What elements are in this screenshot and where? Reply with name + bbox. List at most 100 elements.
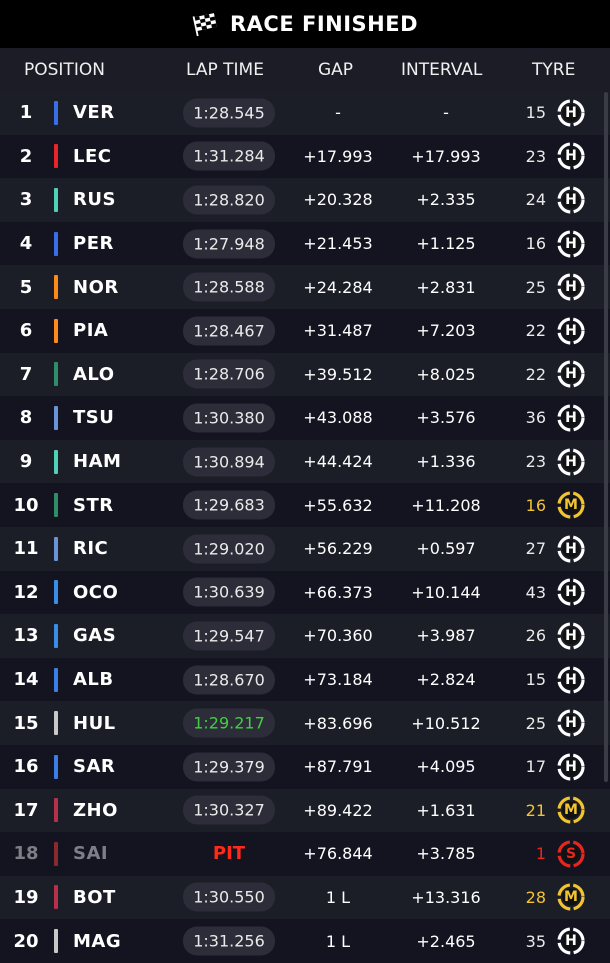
driver-code: RIC	[73, 538, 109, 560]
tyre-laps: 15	[525, 103, 546, 123]
position: 12	[13, 581, 39, 603]
gap-value: +43.088	[303, 408, 373, 428]
gap-value: 1 L	[325, 887, 351, 907]
tyre-compound-letter: H	[565, 235, 577, 252]
gap-value: +70.360	[303, 626, 373, 646]
team-color-bar	[54, 929, 58, 954]
interval-value: +8.025	[416, 364, 476, 384]
interval-value: +4.095	[416, 757, 476, 777]
table-row[interactable]: 2 LEC 1:31.284 +17.993 +17.993 23 H	[0, 134, 610, 179]
table-row[interactable]: 19 BOT 1:30.550 1 L +13.316 28 M	[0, 875, 610, 920]
interval-value: +2.465	[416, 931, 476, 951]
table-row[interactable]: 12 OCO 1:30.639 +66.373 +10.144 43 H	[0, 570, 610, 615]
team-color-bar	[54, 100, 58, 125]
tyre-compound-letter: H	[565, 540, 577, 557]
table-row[interactable]: 3 RUS 1:28.820 +20.328 +2.335 24 H	[0, 178, 610, 222]
table-row[interactable]: 20 MAG 1:31.256 1 L +2.465 35 H	[0, 919, 610, 963]
tyre-compound-letter: H	[565, 671, 577, 688]
lap-time: 1:30.380	[183, 403, 275, 433]
gap-value: +24.284	[303, 277, 373, 297]
tyre-compound-letter: H	[565, 627, 577, 644]
gap-value: +44.424	[303, 452, 373, 472]
tyre-compound-letter: S	[565, 845, 577, 862]
table-row[interactable]: 14 ALB 1:28.670 +73.184 +2.824 15 H	[0, 657, 610, 702]
lap-time: 1:28.467	[183, 316, 275, 346]
table-row[interactable]: 18 SAI PIT +76.844 +3.785 1 S	[0, 832, 610, 876]
lap-time: 1:28.545	[183, 98, 275, 128]
driver-code: ALB	[73, 669, 114, 691]
table-row[interactable]: 7 ALO 1:28.706 +39.512 +8.025 22 H	[0, 352, 610, 397]
position: 1	[19, 102, 33, 124]
gap-value: +55.632	[303, 495, 373, 515]
checkered-flag-icon	[192, 13, 217, 36]
interval-value: +3.987	[416, 626, 476, 646]
table-row[interactable]: 10 STR 1:29.683 +55.632 +11.208 16 M	[0, 483, 610, 527]
interval-value: +0.597	[416, 539, 476, 559]
tyre-laps: 23	[525, 146, 546, 166]
table-row[interactable]: 9 HAM 1:30.894 +44.424 +1.336 23 H	[0, 439, 610, 484]
lap-time: 1:30.639	[183, 577, 275, 607]
tyre-compound-letter: H	[565, 409, 577, 426]
tyre-compound-icon: M	[556, 882, 586, 912]
driver-code: BOT	[73, 886, 116, 908]
position: 9	[19, 451, 33, 473]
tyre-compound-icon: H	[556, 316, 586, 346]
tyre-compound-icon: H	[556, 141, 586, 171]
tyre-compound-letter: H	[565, 584, 577, 601]
table-row[interactable]: 17 ZHO 1:30.327 +89.422 +1.631 21 M	[0, 788, 610, 833]
tyre-compound-icon: H	[556, 359, 586, 389]
tyre-laps: 22	[525, 321, 546, 341]
table-row[interactable]: 1 VER 1:28.545 - - 15 H	[0, 91, 610, 135]
position: 2	[19, 145, 33, 167]
scrollbar[interactable]	[604, 92, 608, 782]
position: 6	[19, 320, 33, 342]
lap-time: 1:30.327	[183, 795, 275, 825]
table-row[interactable]: 16 SAR 1:29.379 +87.791 +4.095 17 H	[0, 744, 610, 789]
team-color-bar	[54, 449, 58, 474]
driver-code: ZHO	[73, 799, 118, 821]
tyre-laps: 21	[525, 800, 546, 820]
table-row[interactable]: 8 TSU 1:30.380 +43.088 +3.576 36 H	[0, 396, 610, 440]
driver-code: ALO	[73, 363, 115, 385]
position: 16	[13, 756, 39, 778]
team-color-bar	[54, 362, 58, 387]
team-color-bar	[54, 798, 58, 823]
tyre-laps: 16	[525, 495, 546, 515]
gap-value: +56.229	[303, 539, 373, 559]
lap-time: 1:28.670	[183, 665, 275, 695]
team-color-bar	[54, 144, 58, 169]
table-row[interactable]: 15 HUL 1:29.217 +83.696 +10.512 25 H	[0, 701, 610, 745]
gap-value: +21.453	[303, 234, 373, 254]
gap-value: +66.373	[303, 582, 373, 602]
column-header-gap: GAP	[318, 59, 354, 80]
table-row[interactable]: 5 NOR 1:28.588 +24.284 +2.831 25 H	[0, 265, 610, 309]
driver-code: SAR	[73, 756, 116, 778]
team-color-bar	[54, 754, 58, 779]
table-row[interactable]: 13 GAS 1:29.547 +70.360 +3.987 26 H	[0, 614, 610, 658]
tyre-compound-icon: H	[556, 577, 586, 607]
lap-time: 1:31.256	[183, 926, 275, 956]
team-color-bar	[54, 536, 58, 561]
tyre-laps: 16	[525, 234, 546, 254]
table-row[interactable]: 4 PER 1:27.948 +21.453 +1.125 16 H	[0, 221, 610, 266]
gap-value: +17.993	[303, 146, 373, 166]
tyre-compound-icon: H	[556, 185, 586, 215]
table-row[interactable]: 11 RIC 1:29.020 +56.229 +0.597 27 H	[0, 526, 610, 571]
tyre-compound-icon: H	[556, 621, 586, 651]
position: 17	[13, 799, 39, 821]
driver-code: PER	[73, 233, 114, 255]
table-row[interactable]: 6 PIA 1:28.467 +31.487 +7.203 22 H	[0, 308, 610, 353]
tyre-laps: 35	[525, 931, 546, 951]
tyre-compound-letter: H	[565, 148, 577, 165]
lap-time: 1:30.894	[183, 447, 275, 477]
tyre-laps: 22	[525, 364, 546, 384]
column-header-tyre: TYRE	[532, 59, 576, 80]
position: 3	[19, 189, 33, 211]
interval-value: +10.512	[411, 713, 481, 733]
driver-code: RUS	[73, 189, 116, 211]
tyre-compound-icon: M	[556, 795, 586, 825]
interval-value: +17.993	[411, 146, 481, 166]
column-header-lap-time: LAP TIME	[186, 59, 264, 80]
lap-time: 1:27.948	[183, 229, 275, 259]
lap-time: 1:29.379	[183, 752, 275, 782]
